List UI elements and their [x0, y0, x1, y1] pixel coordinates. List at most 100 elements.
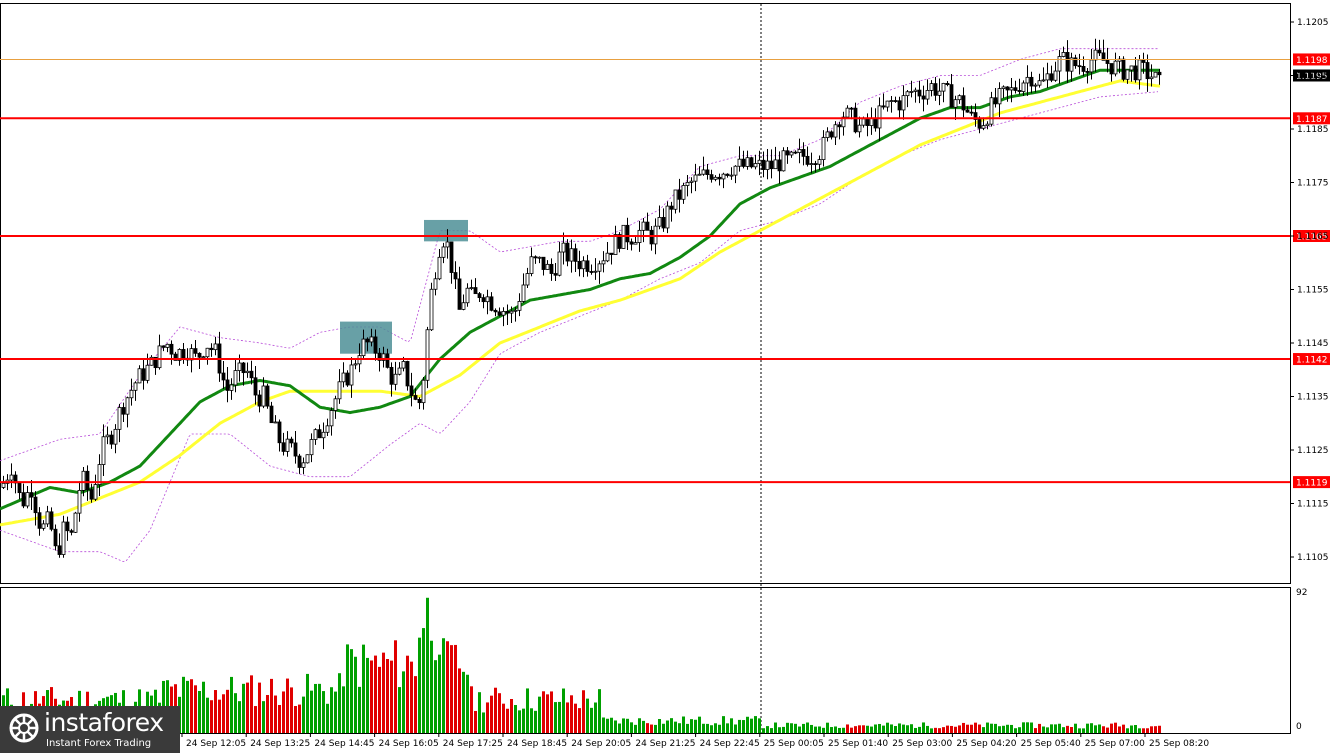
volume-bar: [502, 703, 505, 733]
candle: [769, 149, 774, 179]
candle-body: [153, 356, 158, 369]
candle-body: [993, 97, 998, 105]
volume-bar: [766, 726, 769, 733]
x-tick-label: 24 Sep 12:05: [186, 739, 246, 749]
candle-body: [697, 173, 702, 176]
candle-body: [861, 118, 866, 126]
candle: [577, 250, 582, 277]
volume-bar: [710, 725, 713, 733]
volume-bar: [238, 701, 241, 733]
candle: [473, 278, 478, 295]
volume-bar: [1050, 724, 1053, 733]
candle-body: [329, 410, 334, 427]
candle-body: [649, 229, 654, 245]
volume-bar: [482, 712, 485, 733]
volume-bar: [262, 701, 265, 733]
upper-band-line: [0, 48, 1158, 462]
volume-bar: [354, 656, 357, 733]
x-tick-label: 25 Sep 05:40: [1021, 739, 1081, 749]
volume-bar: [758, 718, 761, 733]
candle-body: [897, 100, 902, 111]
candle-body: [877, 105, 882, 129]
candle: [313, 428, 318, 445]
candle: [881, 93, 886, 110]
volume-bar: [1070, 726, 1073, 733]
candle-body: [961, 95, 966, 111]
y-tick-label: 1.1155: [1297, 286, 1329, 296]
candle-body: [529, 256, 534, 274]
candle-body: [1065, 52, 1070, 72]
candle: [501, 307, 506, 327]
candle-body: [1, 482, 6, 488]
candle: [709, 169, 714, 183]
candle-body: [405, 361, 410, 387]
candle: [393, 361, 398, 391]
volume-bar: [910, 724, 913, 733]
candle-body: [705, 169, 710, 175]
candle: [285, 431, 290, 457]
candle-body: [521, 284, 526, 302]
candle: [141, 359, 146, 390]
candle: [193, 340, 198, 357]
candle: [1009, 78, 1014, 103]
volume-bar: [318, 683, 321, 733]
candle-body: [1017, 90, 1022, 92]
volume-bar: [830, 727, 833, 733]
candle: [485, 289, 490, 315]
candle-body: [833, 124, 838, 138]
candle-body: [949, 84, 954, 108]
candle-body: [937, 90, 942, 96]
volume-bar: [674, 721, 677, 733]
candle-body: [817, 159, 822, 165]
current-price-label: 1.1195: [1296, 72, 1328, 82]
candle: [293, 430, 298, 464]
volume-bar: [414, 676, 417, 733]
volume-bar: [1082, 728, 1085, 733]
y-tick-label: 1.1125: [1297, 446, 1329, 456]
candle: [601, 251, 606, 273]
volume-bar: [782, 726, 785, 733]
volume-bar: [418, 637, 421, 733]
volume-bar: [314, 683, 317, 733]
candle: [729, 167, 734, 180]
candle: [137, 365, 142, 384]
candle-body: [105, 434, 110, 438]
candle: [969, 105, 974, 116]
candle-body: [53, 528, 58, 547]
candle: [749, 156, 754, 169]
candle-body: [469, 287, 474, 289]
candle-body: [853, 107, 858, 133]
volume-bar: [926, 725, 929, 733]
candle-body: [745, 157, 750, 167]
candle: [553, 262, 558, 281]
candle: [361, 329, 366, 360]
volume-bar: [198, 690, 201, 733]
candle-body: [729, 174, 734, 177]
volume-bar: [762, 728, 765, 733]
volume-bar: [694, 719, 697, 733]
candle-body: [601, 260, 606, 265]
candle: [441, 242, 446, 264]
volume-bar: [1142, 728, 1145, 733]
volume-bar: [986, 722, 989, 733]
volume-bar: [722, 716, 725, 733]
candle: [1045, 62, 1050, 88]
candle-body: [845, 107, 850, 118]
candle-body: [589, 271, 594, 273]
volume-bar: [778, 727, 781, 733]
volume-bar: [826, 722, 829, 733]
candle-body: [205, 347, 210, 358]
volume-bar: [646, 723, 649, 733]
candle: [525, 267, 530, 289]
candle: [341, 362, 346, 388]
candle-body: [1089, 59, 1094, 73]
candle-body: [293, 442, 298, 457]
volume-bar: [794, 723, 797, 733]
candle-body: [477, 293, 482, 299]
candle: [725, 173, 730, 178]
candle-body: [245, 370, 250, 374]
candle: [429, 282, 434, 331]
candle-body: [625, 224, 630, 243]
volume-bar: [1054, 724, 1057, 733]
candle-body: [1021, 82, 1026, 92]
